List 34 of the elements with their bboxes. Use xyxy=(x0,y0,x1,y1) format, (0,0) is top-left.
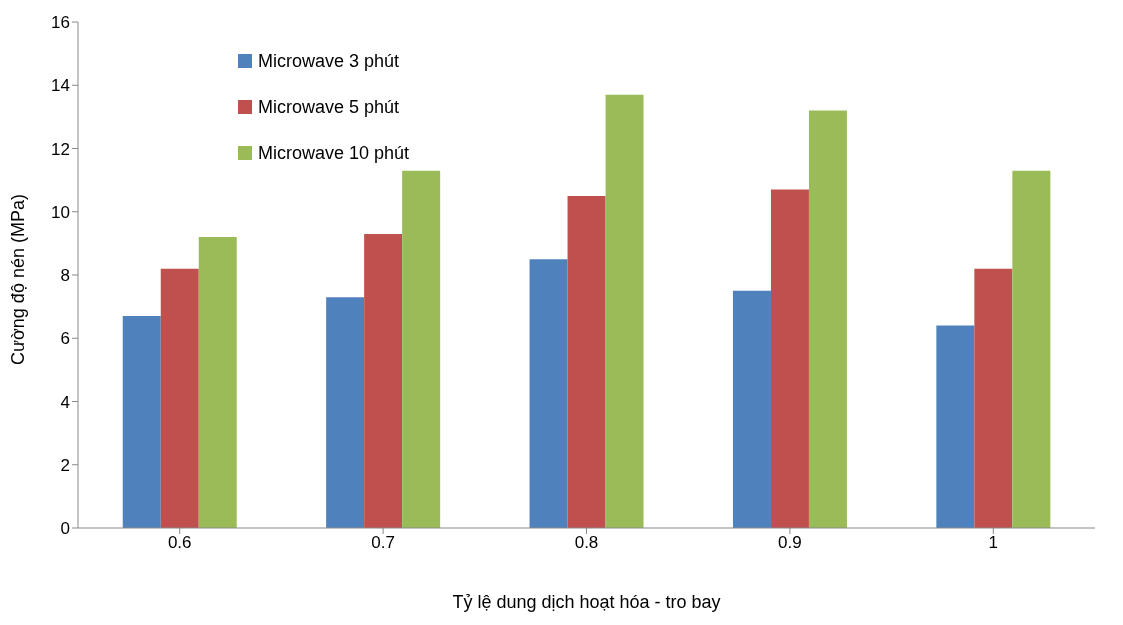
bar xyxy=(567,195,606,528)
bar xyxy=(1012,170,1051,528)
legend-label: Microwave 5 phút xyxy=(258,96,400,118)
y-tick-label: 4 xyxy=(60,392,70,412)
bar xyxy=(364,233,403,528)
bar xyxy=(936,325,975,528)
y-tick-label: 12 xyxy=(51,139,70,159)
y-tick-label: 14 xyxy=(51,76,70,96)
y-tick-label: 2 xyxy=(60,455,70,475)
bar xyxy=(808,110,847,528)
x-tick-label: 0.7 xyxy=(371,533,395,553)
x-tick-label: 0.9 xyxy=(778,533,802,553)
y-tick-label: 6 xyxy=(60,329,70,349)
bar xyxy=(160,268,199,528)
bar xyxy=(198,237,237,528)
bar xyxy=(326,297,365,528)
bar xyxy=(974,268,1013,528)
bar xyxy=(122,316,161,528)
bar xyxy=(529,259,568,528)
x-axis-title: Tỷ lệ dung dịch hoạt hóa - tro bay xyxy=(452,592,721,612)
y-tick-label: 10 xyxy=(51,202,70,222)
x-tick-label: 1 xyxy=(988,533,999,553)
y-tick-label: 0 xyxy=(60,519,70,539)
bar xyxy=(605,94,644,528)
legend-label: Microwave 10 phút xyxy=(258,142,410,164)
bar xyxy=(770,189,809,528)
legend-label: Microwave 3 phút xyxy=(258,50,400,72)
x-tick-label: 0.6 xyxy=(167,533,192,553)
bar xyxy=(402,170,441,528)
y-axis-title: Cường độ nén (MPa) xyxy=(8,194,29,365)
y-tick-label: 16 xyxy=(51,13,70,33)
bar xyxy=(732,290,771,528)
x-tick-label: 0.8 xyxy=(574,533,599,553)
y-tick-label: 8 xyxy=(60,266,70,286)
